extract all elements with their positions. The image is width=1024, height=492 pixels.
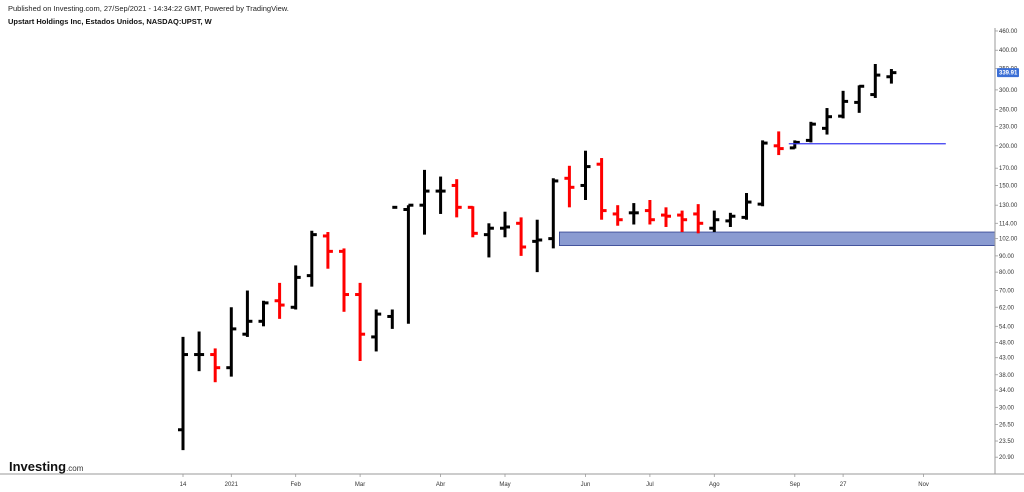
ohlc-bar — [322, 232, 333, 269]
ohlc-bar — [612, 205, 623, 226]
ohlc-bar — [290, 265, 301, 310]
ohlc-bar — [532, 219, 543, 273]
y-tick-label: 400.00 — [999, 48, 1018, 54]
ohlc-bar — [178, 336, 188, 451]
x-tick-label: Abr — [436, 482, 445, 488]
y-tick-label: 48.00 — [999, 341, 1015, 347]
y-tick-label: 260.00 — [999, 108, 1018, 114]
ohlc-bar — [210, 348, 221, 383]
ohlc-bar — [854, 84, 865, 113]
ohlc-bar — [886, 69, 897, 84]
ohlc-bar — [516, 217, 527, 256]
ohlc-bar — [371, 309, 382, 352]
y-tick-label: 38.00 — [999, 373, 1015, 379]
y-tick-label: 102.00 — [999, 237, 1018, 243]
ohlc-bar — [548, 178, 559, 249]
y-tick-label: 150.00 — [999, 183, 1018, 189]
ohlc-bar — [741, 193, 752, 220]
ohlc-bar — [870, 63, 881, 98]
ohlc-bar — [355, 282, 366, 361]
y-tick-label: 170.00 — [999, 166, 1018, 172]
ohlc-bar — [628, 203, 639, 225]
ohlc-bar — [805, 121, 816, 143]
ohlc-bar — [789, 140, 800, 150]
ohlc-bar — [838, 90, 849, 119]
ohlc-bars — [178, 63, 897, 451]
ohlc-bar — [467, 205, 478, 238]
last-price-label: 339.91 — [999, 71, 1018, 77]
y-tick-label: 30.00 — [999, 405, 1015, 411]
ohlc-bar — [693, 204, 704, 234]
x-tick-label: May — [499, 482, 510, 488]
x-tick-label: Ago — [709, 482, 720, 488]
ohlc-bar — [596, 158, 607, 220]
ohlc-bar — [387, 205, 398, 329]
ohlc-bar — [661, 207, 671, 227]
x-tick-label: 14 — [180, 482, 187, 488]
x-tick-label: Sep — [789, 482, 800, 488]
last-price-badge-bg — [997, 68, 1019, 78]
ohlc-bar — [580, 150, 591, 200]
y-tick-label: 90.00 — [999, 254, 1015, 260]
y-axis-ticks: 460.00400.00350.00300.00260.00230.00200.… — [995, 29, 1018, 461]
x-tick-label: 27 — [840, 482, 847, 488]
x-tick-label: Jun — [581, 482, 591, 488]
y-tick-label: 200.00 — [999, 144, 1018, 150]
ohlc-bar — [258, 300, 269, 327]
x-tick-label: Nov — [918, 482, 929, 488]
x-tick-label: Mar — [355, 482, 365, 488]
y-tick-label: 114.00 — [999, 221, 1018, 227]
ohlc-bar — [757, 140, 768, 207]
ohlc-bar — [500, 211, 510, 238]
ohlc-bar — [419, 169, 430, 235]
ohlc-bar — [339, 248, 349, 312]
ohlc-bar — [709, 210, 720, 233]
ohlc-bar — [274, 282, 285, 319]
ohlc-bar — [773, 131, 784, 156]
x-tick-label: Jul — [646, 482, 654, 488]
ohlc-bar — [644, 199, 655, 225]
y-tick-label: 26.50 — [999, 422, 1015, 428]
y-tick-label: 54.00 — [999, 324, 1015, 330]
support-zone — [559, 231, 996, 246]
y-tick-label: 34.00 — [999, 388, 1015, 394]
y-tick-label: 23.50 — [999, 439, 1015, 445]
ohlc-bar — [194, 331, 205, 372]
y-tick-label: 80.00 — [999, 270, 1015, 276]
y-tick-label: 460.00 — [999, 29, 1018, 35]
investing-logo-text: Investing.com — [9, 459, 84, 474]
ohlc-bar — [242, 290, 253, 337]
y-tick-label: 300.00 — [999, 88, 1018, 94]
y-tick-label: 62.00 — [999, 305, 1015, 311]
ohlc-bar — [451, 179, 462, 218]
ohlc-bar — [822, 108, 832, 135]
ohlc-bar — [725, 212, 736, 227]
support-zone-layer — [559, 231, 996, 246]
ohlc-bar — [306, 230, 317, 287]
y-tick-label: 43.00 — [999, 356, 1015, 362]
y-tick-label: 70.00 — [999, 289, 1015, 295]
ohlc-bar — [677, 210, 688, 233]
ohlc-bar — [226, 307, 237, 377]
last-price-badge: 339.91 — [997, 68, 1019, 78]
x-tick-label: 2021 — [225, 482, 239, 488]
ohlc-bar — [403, 203, 414, 324]
x-tick-label: Feb — [291, 482, 302, 488]
y-tick-label: 20.90 — [999, 455, 1015, 461]
published-line: Published on Investing.com, 27/Sep/2021 … — [8, 4, 289, 13]
ohlc-bar — [435, 176, 446, 214]
y-tick-label: 130.00 — [999, 203, 1018, 209]
ohlc-bar — [483, 223, 494, 258]
investing-logo[interactable]: Investing.com — [9, 459, 84, 474]
ohlc-bar — [564, 165, 575, 208]
y-tick-label: 230.00 — [999, 125, 1018, 131]
symbol-title: Upstart Holdings Inc, Estados Unidos, NA… — [8, 17, 213, 26]
x-axis-ticks: 14 2021 Feb Mar Abr May Jun Jul Ago Sep 27 Nov — [180, 474, 929, 488]
